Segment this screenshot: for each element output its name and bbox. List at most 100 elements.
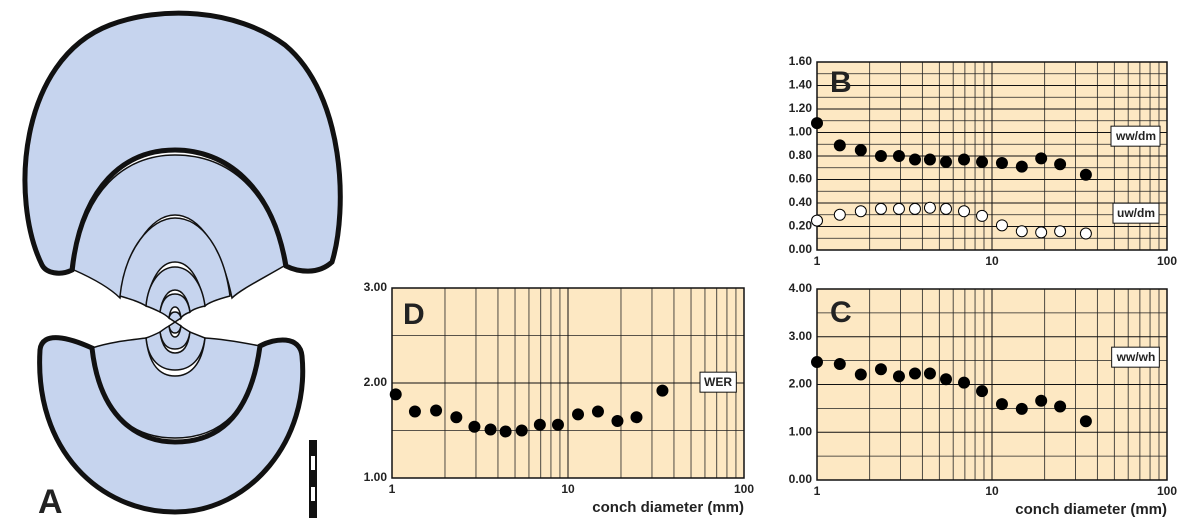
data-point xyxy=(923,367,936,380)
data-point xyxy=(854,205,867,218)
x-tick-label: 100 xyxy=(734,482,754,496)
data-point xyxy=(923,201,936,214)
data-point xyxy=(572,408,585,421)
plot-frame xyxy=(816,61,1168,251)
data-point xyxy=(499,425,512,438)
data-point xyxy=(940,155,953,168)
data-point xyxy=(940,373,953,386)
data-point xyxy=(1079,168,1092,181)
shell-cross-section xyxy=(22,10,343,515)
data-point xyxy=(892,150,905,162)
x-tick-label: 1 xyxy=(814,484,821,498)
data-point xyxy=(976,155,989,168)
data-point xyxy=(515,424,528,437)
data-point xyxy=(611,415,624,427)
x-tick-label: 10 xyxy=(985,254,999,268)
data-point xyxy=(468,420,481,433)
data-point xyxy=(1054,400,1067,413)
data-point xyxy=(1035,394,1048,407)
panel-label: D xyxy=(403,298,425,331)
data-point xyxy=(1079,415,1092,428)
y-tick-label: 1.00 xyxy=(789,125,813,139)
x-tick-label: 100 xyxy=(1157,484,1177,498)
scale-bar xyxy=(309,440,317,518)
data-point xyxy=(811,214,823,227)
x-tick-label: 1 xyxy=(389,482,396,496)
y-tick-label: 4.00 xyxy=(789,281,813,295)
data-point xyxy=(833,208,846,221)
data-point xyxy=(908,202,921,215)
y-tick-label: 3.00 xyxy=(364,280,388,294)
legend-box xyxy=(699,371,737,393)
data-point xyxy=(533,418,546,431)
data-point xyxy=(630,411,643,424)
legend-box xyxy=(1110,125,1161,147)
data-point xyxy=(811,117,823,130)
data-point xyxy=(908,153,921,166)
y-tick-label: 3.00 xyxy=(789,329,813,343)
panel-label: A xyxy=(38,483,63,521)
y-tick-label: 0.80 xyxy=(789,148,813,162)
y-tick-label: 0.00 xyxy=(789,472,813,486)
y-tick-label: 2.00 xyxy=(789,377,813,391)
x-axis-label: conch diameter (mm) xyxy=(592,499,744,516)
data-point xyxy=(854,144,867,157)
data-point xyxy=(923,153,936,166)
legend-label: ww/wh xyxy=(1116,350,1156,364)
data-point xyxy=(1035,152,1048,165)
data-point xyxy=(958,205,971,218)
data-point xyxy=(591,405,604,418)
data-point xyxy=(1015,402,1028,415)
data-point xyxy=(450,411,463,424)
x-tick-label: 10 xyxy=(985,484,999,498)
data-point xyxy=(1079,227,1092,240)
y-tick-label: 1.60 xyxy=(789,54,813,68)
y-tick-label: 0.60 xyxy=(789,172,813,186)
legend-label: uw/dm xyxy=(1117,206,1155,220)
legend-label: WER xyxy=(704,375,732,389)
data-point xyxy=(484,423,497,436)
y-tick-label: 1.40 xyxy=(789,78,813,92)
data-point xyxy=(958,153,971,166)
y-tick-label: 0.40 xyxy=(789,195,813,209)
y-tick-label: 0.20 xyxy=(789,219,813,233)
data-point xyxy=(1015,225,1028,238)
x-tick-label: 1 xyxy=(814,254,821,268)
data-point xyxy=(995,398,1008,411)
data-point xyxy=(874,202,887,215)
x-tick-label: 10 xyxy=(561,482,575,496)
x-tick-label: 100 xyxy=(1157,254,1177,268)
data-point xyxy=(833,357,846,370)
panel-label: C xyxy=(830,296,852,329)
data-point xyxy=(874,363,887,376)
data-point xyxy=(551,418,564,431)
data-point xyxy=(976,385,989,398)
data-point xyxy=(958,376,971,389)
data-point xyxy=(408,405,421,418)
y-tick-label: 2.00 xyxy=(364,375,388,389)
data-point xyxy=(389,388,402,401)
data-point xyxy=(892,202,905,215)
data-point xyxy=(1054,158,1067,171)
data-point xyxy=(995,219,1008,232)
data-point xyxy=(874,150,887,162)
y-tick-label: 0.00 xyxy=(789,242,813,256)
x-axis-label: conch diameter (mm) xyxy=(1015,501,1167,518)
data-point xyxy=(430,404,443,417)
data-point xyxy=(833,139,846,152)
data-point xyxy=(854,368,867,381)
data-point xyxy=(976,209,989,222)
data-point xyxy=(811,356,823,369)
data-point xyxy=(908,367,921,380)
data-point xyxy=(1035,226,1048,239)
data-point xyxy=(1015,160,1028,173)
y-tick-label: 1.00 xyxy=(789,424,813,438)
legend-box xyxy=(1111,346,1160,368)
legend-label: ww/dm xyxy=(1115,129,1156,143)
data-point xyxy=(995,157,1008,170)
plot-frame xyxy=(816,288,1168,481)
data-point xyxy=(892,370,905,383)
y-tick-label: 1.00 xyxy=(364,470,388,484)
plot-frame xyxy=(391,287,745,479)
